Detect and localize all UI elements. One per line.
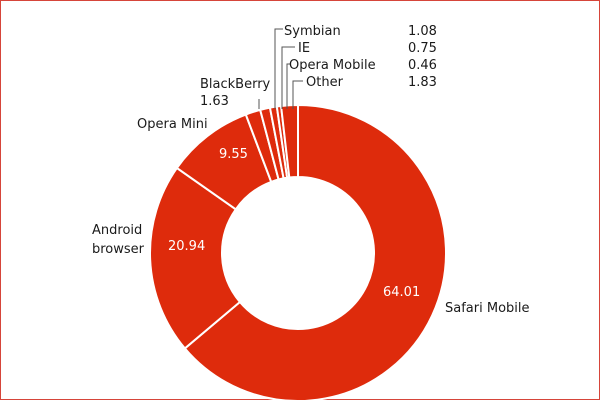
label-safari-mobile: Safari Mobile — [445, 301, 530, 316]
leader-opera-mobile — [286, 63, 291, 109]
label-opera-mini: Opera Mini — [137, 117, 208, 132]
value-opera-mobile: 0.46 — [408, 58, 437, 73]
value-ie: 0.75 — [408, 41, 437, 56]
label-opera-mobile: Opera Mobile — [289, 58, 376, 73]
slices-group — [149, 103, 447, 401]
label-other: Other — [306, 75, 344, 90]
value-symbian: 1.08 — [408, 24, 437, 39]
leader-symbian — [274, 28, 283, 109]
slice-android-browser — [149, 166, 242, 350]
leader-other — [292, 80, 303, 109]
value-android: 20.94 — [168, 239, 205, 254]
leader-lines — [258, 28, 303, 109]
label-android-line2: browser — [92, 242, 145, 257]
label-symbian: Symbian — [284, 24, 341, 39]
label-blackberry: BlackBerry — [200, 77, 271, 92]
slice-safari-mobile — [183, 103, 447, 401]
leader-ie — [281, 46, 295, 109]
value-opera-mini: 9.55 — [219, 147, 248, 162]
value-other: 1.83 — [408, 75, 437, 90]
corner-box — [1, 1, 69, 43]
label-android-line1: Android — [92, 223, 142, 238]
value-blackberry: 1.63 — [200, 94, 229, 109]
label-ie: IE — [298, 41, 310, 56]
value-safari-mobile: 64.01 — [383, 285, 420, 300]
